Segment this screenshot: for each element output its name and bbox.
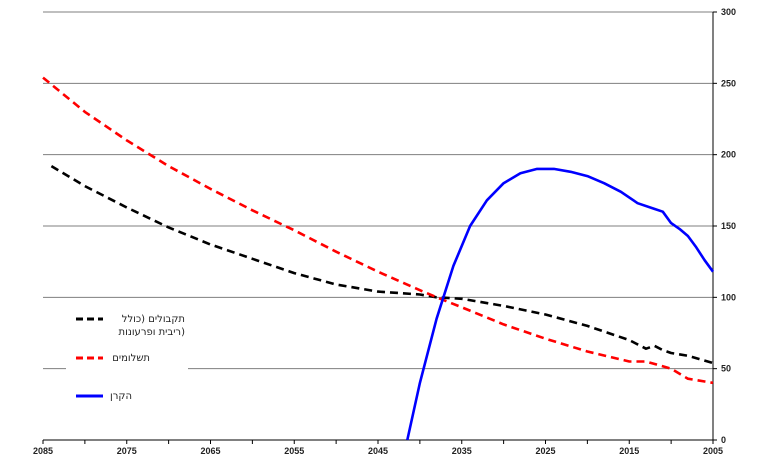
y-tick-label: 200 [721,150,736,160]
legend-label-receipts-line1: תקבולים (כולל [122,314,185,325]
series-lines [42,76,715,441]
x-tick-label: 2085 [33,446,53,456]
series-line-0 [50,164,714,365]
legend-label-fund: הקרן [110,391,132,402]
x-tick-label: 2025 [535,446,555,456]
legend-label-payments: תשלומים [112,353,150,364]
y-tick-label: 250 [721,78,736,88]
x-tick-label: 2015 [619,446,639,456]
y-axis-ticks: 0 50 100 150 200 250 300 [713,7,736,445]
x-tick-label: 2005 [703,446,723,456]
y-tick-label: 100 [721,292,736,302]
x-tick-label: 2075 [117,446,137,456]
y-tick-label: 300 [721,7,736,17]
series-line-2 [406,167,715,441]
x-tick-label: 2045 [368,446,388,456]
legend-label-receipts-line2: ריבית ופרעונות) [119,327,186,338]
x-axis-ticks: 2085 2075 2065 2055 2045 2035 2025 2015 2005 [33,440,723,456]
y-tick-label: 0 [721,435,726,445]
x-tick-label: 2055 [284,446,304,456]
x-tick-label: 2035 [452,446,472,456]
x-tick-label: 2065 [200,446,220,456]
legend-background [66,298,188,412]
y-tick-label: 50 [721,364,731,374]
series-line-1 [42,76,714,385]
legend: תקבולים (כולל ריבית ופרעונות) תשלומים הק… [66,298,188,412]
y-tick-label: 150 [721,221,736,231]
